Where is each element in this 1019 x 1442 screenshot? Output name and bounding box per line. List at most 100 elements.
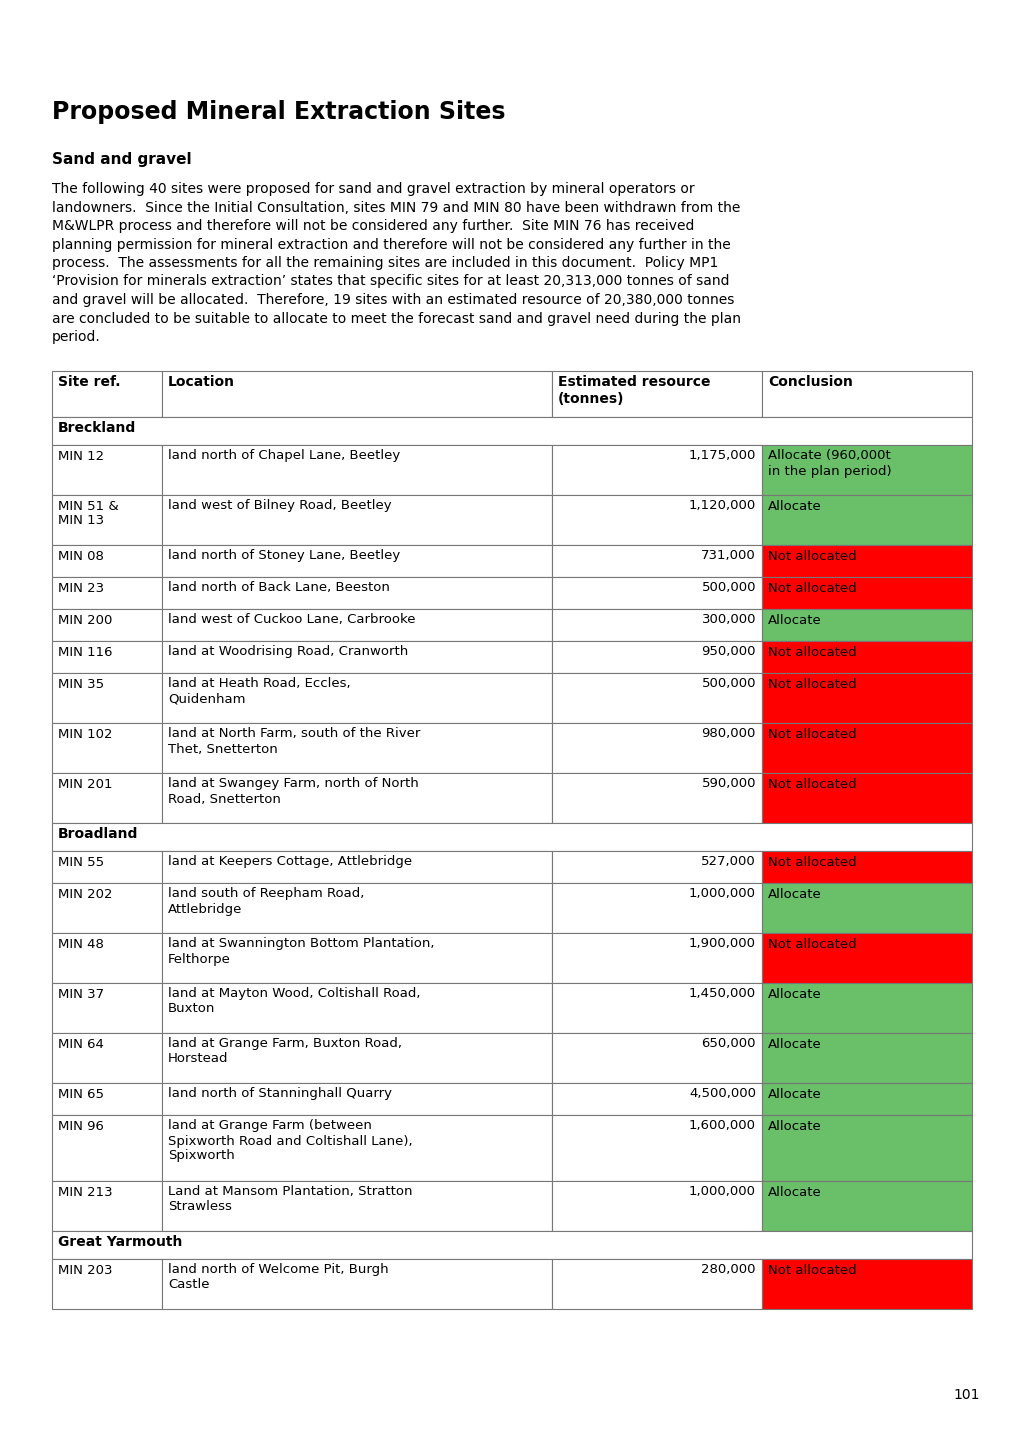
Bar xyxy=(761,851,971,883)
Text: land at Swannington Bottom Plantation,
Felthorpe: land at Swannington Bottom Plantation, F… xyxy=(168,937,434,966)
Bar xyxy=(551,982,761,1032)
Text: MIN 96: MIN 96 xyxy=(58,1119,104,1132)
Text: 4,500,000: 4,500,000 xyxy=(688,1087,755,1100)
Text: land at Heath Road, Eccles,
Quidenham: land at Heath Road, Eccles, Quidenham xyxy=(168,678,351,705)
Bar xyxy=(52,982,162,1032)
Text: Allocate: Allocate xyxy=(767,499,821,512)
Bar xyxy=(162,609,551,640)
Text: 1,000,000: 1,000,000 xyxy=(688,1185,755,1198)
Text: 280,000: 280,000 xyxy=(701,1263,755,1276)
Text: Not allocated: Not allocated xyxy=(767,777,856,790)
Text: Not allocated: Not allocated xyxy=(767,1263,856,1276)
Bar xyxy=(52,933,162,982)
Text: MIN 102: MIN 102 xyxy=(58,728,112,741)
Text: 1,175,000: 1,175,000 xyxy=(688,450,755,463)
Text: land west of Bilney Road, Beetley: land west of Bilney Road, Beetley xyxy=(168,499,391,512)
Bar xyxy=(761,1083,971,1115)
Bar xyxy=(52,545,162,577)
Bar xyxy=(52,609,162,640)
Text: 1,450,000: 1,450,000 xyxy=(688,988,755,1001)
Text: M&WLPR process and therefore will not be considered any further.  Site MIN 76 ha: M&WLPR process and therefore will not be… xyxy=(52,219,694,234)
Text: 500,000: 500,000 xyxy=(701,678,755,691)
Text: Allocate: Allocate xyxy=(767,988,821,1001)
Bar xyxy=(551,1259,761,1308)
Text: 300,000: 300,000 xyxy=(701,613,755,626)
Text: land at Woodrising Road, Cranworth: land at Woodrising Road, Cranworth xyxy=(168,646,408,659)
Text: 980,000: 980,000 xyxy=(701,728,755,741)
Text: 500,000: 500,000 xyxy=(701,581,755,594)
Text: MIN 12: MIN 12 xyxy=(58,450,104,463)
Text: Land at Mansom Plantation, Stratton
Strawless: Land at Mansom Plantation, Stratton Stra… xyxy=(168,1185,412,1214)
Text: 1,120,000: 1,120,000 xyxy=(688,499,755,512)
Text: land west of Cuckoo Lane, Carbrooke: land west of Cuckoo Lane, Carbrooke xyxy=(168,613,415,626)
Text: Allocate: Allocate xyxy=(767,1087,821,1100)
Text: MIN 23: MIN 23 xyxy=(58,581,104,594)
Text: Allocate: Allocate xyxy=(767,1119,821,1132)
Text: Site ref.: Site ref. xyxy=(58,375,120,389)
Text: MIN 201: MIN 201 xyxy=(58,777,112,790)
Bar xyxy=(761,371,971,417)
Bar xyxy=(551,371,761,417)
Text: Not allocated: Not allocated xyxy=(767,646,856,659)
Text: 650,000: 650,000 xyxy=(701,1037,755,1051)
Text: MIN 37: MIN 37 xyxy=(58,988,104,1001)
Text: 590,000: 590,000 xyxy=(701,777,755,790)
Bar xyxy=(551,672,761,722)
Bar xyxy=(52,1115,162,1181)
Bar xyxy=(761,722,971,773)
Bar xyxy=(52,417,971,444)
Text: land south of Reepham Road,
Attlebridge: land south of Reepham Road, Attlebridge xyxy=(168,887,364,916)
Bar xyxy=(551,1032,761,1083)
Bar xyxy=(761,672,971,722)
Bar xyxy=(52,883,162,933)
Text: Allocate: Allocate xyxy=(767,613,821,626)
Bar xyxy=(761,1115,971,1181)
Text: ‘Provision for minerals extraction’ states that specific sites for at least 20,3: ‘Provision for minerals extraction’ stat… xyxy=(52,274,729,288)
Text: The following 40 sites were proposed for sand and gravel extraction by mineral o: The following 40 sites were proposed for… xyxy=(52,182,694,196)
Bar xyxy=(162,545,551,577)
Bar xyxy=(162,577,551,609)
Bar xyxy=(551,609,761,640)
Bar xyxy=(52,851,162,883)
Bar xyxy=(761,1181,971,1230)
Bar xyxy=(162,933,551,982)
Text: 527,000: 527,000 xyxy=(701,855,755,868)
Text: 1,000,000: 1,000,000 xyxy=(688,887,755,900)
Bar xyxy=(551,444,761,495)
Text: Location: Location xyxy=(168,375,234,389)
Bar xyxy=(761,495,971,545)
Text: Not allocated: Not allocated xyxy=(767,581,856,594)
Bar xyxy=(551,640,761,672)
Text: 731,000: 731,000 xyxy=(701,549,755,562)
Text: Sand and gravel: Sand and gravel xyxy=(52,151,192,167)
Bar xyxy=(162,672,551,722)
Text: Not allocated: Not allocated xyxy=(767,728,856,741)
Bar xyxy=(761,982,971,1032)
Bar xyxy=(551,577,761,609)
Text: MIN 203: MIN 203 xyxy=(58,1263,112,1276)
Bar xyxy=(551,1115,761,1181)
Text: 1,900,000: 1,900,000 xyxy=(688,937,755,950)
Bar xyxy=(551,1083,761,1115)
Text: and gravel will be allocated.  Therefore, 19 sites with an estimated resource of: and gravel will be allocated. Therefore,… xyxy=(52,293,734,307)
Text: MIN 08: MIN 08 xyxy=(58,549,104,562)
Text: are concluded to be suitable to allocate to meet the forecast sand and gravel ne: are concluded to be suitable to allocate… xyxy=(52,311,740,326)
Bar xyxy=(761,1259,971,1308)
Text: Breckland: Breckland xyxy=(58,421,137,435)
Bar xyxy=(551,883,761,933)
Text: 1,600,000: 1,600,000 xyxy=(688,1119,755,1132)
Bar xyxy=(162,851,551,883)
Text: MIN 64: MIN 64 xyxy=(58,1037,104,1051)
Text: land at North Farm, south of the River
Thet, Snetterton: land at North Farm, south of the River T… xyxy=(168,728,420,756)
Text: Not allocated: Not allocated xyxy=(767,855,856,868)
Bar xyxy=(162,982,551,1032)
Bar xyxy=(52,640,162,672)
Bar xyxy=(52,1230,971,1259)
Text: Not allocated: Not allocated xyxy=(767,549,856,562)
Bar xyxy=(551,722,761,773)
Bar xyxy=(52,1181,162,1230)
Text: landowners.  Since the Initial Consultation, sites MIN 79 and MIN 80 have been w: landowners. Since the Initial Consultati… xyxy=(52,200,740,215)
Bar xyxy=(551,495,761,545)
Text: planning permission for mineral extraction and therefore will not be considered : planning permission for mineral extracti… xyxy=(52,238,730,251)
Bar xyxy=(52,822,971,851)
